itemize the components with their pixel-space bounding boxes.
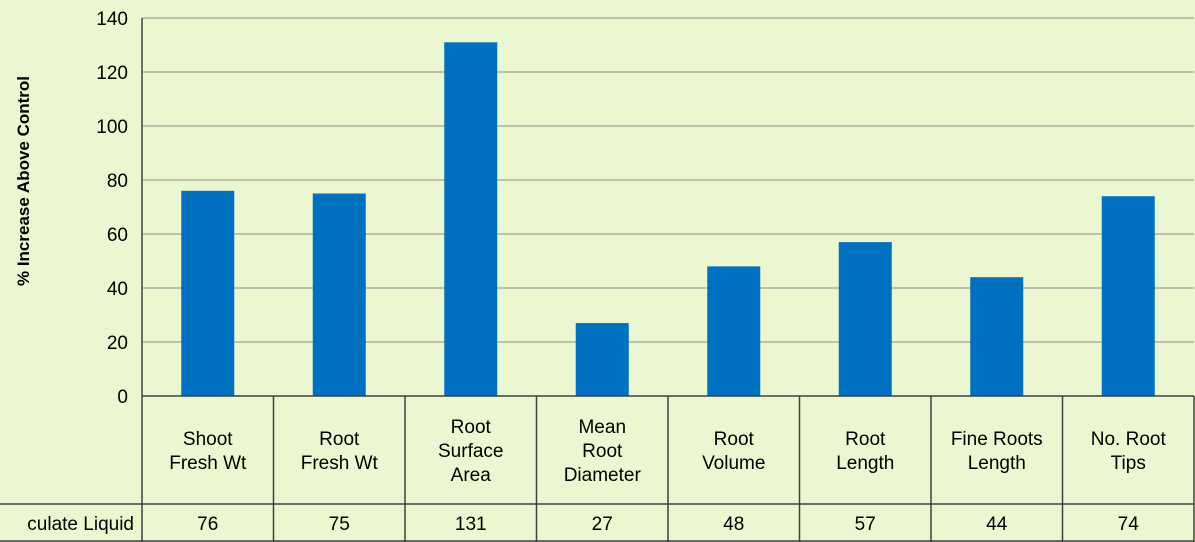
data-value-label: 75 (329, 514, 350, 535)
bar (575, 323, 629, 396)
series-name-label: culate Liquid (27, 514, 134, 535)
data-value-label: 44 (986, 514, 1008, 535)
data-value-label: 27 (592, 514, 613, 535)
category-label: Root (319, 429, 360, 450)
y-tick-label: 20 (107, 333, 128, 354)
bar (707, 266, 761, 396)
y-axis-ticks: 0 20 40 60 80 100 120 140 (96, 9, 128, 408)
category-label: Fresh Wt (301, 453, 379, 474)
category-label: Root (845, 429, 886, 450)
category-label: No. Root (1091, 429, 1167, 450)
y-tick-label: 40 (107, 279, 128, 300)
bars (181, 42, 1155, 397)
bar (181, 190, 235, 396)
category-label: Fresh Wt (169, 453, 247, 474)
data-value-label: 74 (1118, 514, 1140, 535)
bar (838, 242, 892, 396)
category-label: Diameter (564, 465, 642, 486)
category-label: Area (451, 465, 492, 486)
y-tick-label: 80 (107, 171, 128, 192)
data-value-label: 131 (455, 514, 487, 535)
bar (1101, 196, 1155, 396)
data-value-label: 76 (197, 514, 218, 535)
category-label: Length (968, 453, 1026, 474)
gridlines (142, 17, 1194, 343)
data-value-label: 57 (855, 514, 876, 535)
category-label: Volume (702, 453, 765, 474)
bar (444, 42, 498, 397)
bar (970, 277, 1024, 396)
category-label: Root (582, 441, 623, 462)
category-label: Mean (578, 417, 626, 438)
y-tick-label: 120 (96, 63, 128, 84)
category-label: Surface (438, 441, 503, 462)
y-tick-label: 60 (107, 225, 128, 246)
y-axis-label: % Increase Above Control (14, 76, 33, 286)
y-tick-label: 140 (96, 9, 128, 30)
data-value-label: 48 (723, 514, 744, 535)
bar (312, 193, 366, 396)
data-table: Shoot Fresh Wt 76 Root Fresh Wt 75 Root Surface… (0, 18, 1195, 542)
category-label: Root (714, 429, 755, 450)
category-label: Root (451, 417, 492, 438)
y-tick-label: 100 (96, 117, 128, 138)
category-label: Fine Roots (951, 429, 1043, 450)
category-label: Shoot (183, 429, 233, 450)
category-label: Length (836, 453, 894, 474)
category-label: Tips (1111, 453, 1146, 474)
y-tick-label: 0 (117, 387, 128, 408)
